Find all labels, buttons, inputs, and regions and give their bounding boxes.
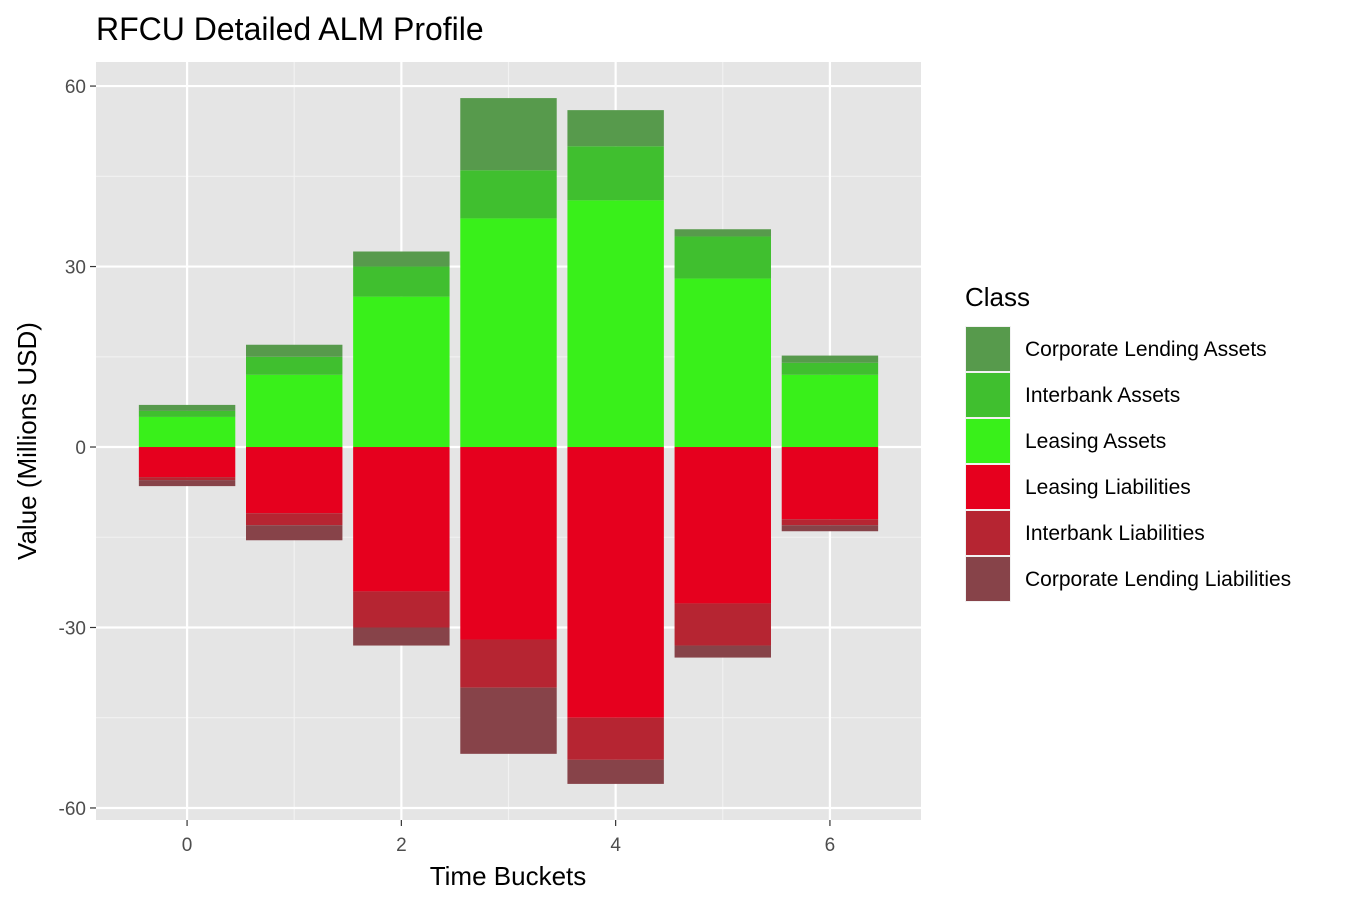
bar-interbank-assets-2 [353,266,450,297]
bar-leasing-assets-3 [460,218,557,448]
bar-corporate-lending-liabilities-0 [138,480,236,487]
bar-corporate-lending-liabilities-5 [674,645,771,658]
legend-label-interbank-assets: Interbank Assets [1025,384,1180,407]
y-tick-label: 60 [65,77,86,98]
bar-leasing-assets-0 [138,416,236,448]
bar-leasing-liabilities-6 [781,447,879,520]
legend-label-leasing-liabilities: Leasing Liabilities [1025,476,1191,499]
y-axis: -60 -30 0 30 60 [59,77,96,820]
bar-leasing-assets-1 [246,374,343,448]
bars [138,98,879,784]
bar-leasing-liabilities-4 [567,447,664,718]
bar-leasing-liabilities-3 [460,447,557,640]
bar-corporate-lending-assets-1 [246,344,343,357]
y-tick-label: -30 [59,618,86,639]
bar-leasing-liabilities-2 [353,447,450,592]
bar-corporate-lending-liabilities-3 [460,687,557,754]
legend-key-corporate-lending-liabilities [966,557,1010,601]
chart-title: RFCU Detailed ALM Profile [96,11,484,47]
bar-leasing-assets-5 [674,278,771,448]
legend-title: Class [965,282,1030,312]
legend-key-corporate-lending-assets [966,327,1010,371]
bar-corporate-lending-assets-2 [353,251,450,267]
bar-interbank-liabilities-3 [460,639,557,688]
y-tick-label: 0 [75,438,86,459]
legend: Class Corporate Lending Assets Interbank … [965,282,1291,602]
bar-corporate-lending-assets-3 [460,98,557,171]
bar-corporate-lending-liabilities-1 [246,525,343,541]
x-tick-label: 6 [825,835,836,856]
y-tick-label: 30 [65,258,86,279]
bar-leasing-assets-4 [567,200,664,448]
bar-leasing-liabilities-1 [246,447,343,514]
x-tick-label: 4 [610,835,621,856]
bar-corporate-lending-assets-5 [674,229,771,237]
bar-interbank-assets-0 [138,410,236,417]
bar-corporate-lending-assets-4 [567,110,664,147]
legend-key-interbank-assets [966,373,1010,417]
bar-interbank-liabilities-1 [246,513,343,526]
bar-corporate-lending-liabilities-2 [353,627,450,646]
legend-key-leasing-liabilities [966,465,1010,509]
bar-corporate-lending-assets-0 [138,404,236,411]
legend-label-corporate-lending-liabilities: Corporate Lending Liabilities [1025,568,1291,591]
x-axis-title: Time Buckets [430,861,587,891]
bar-leasing-assets-6 [781,374,879,448]
bar-corporate-lending-assets-6 [781,355,879,363]
bar-leasing-liabilities-0 [138,447,236,478]
bar-interbank-liabilities-4 [567,717,664,760]
bar-leasing-liabilities-5 [674,447,771,604]
bar-interbank-liabilities-6 [781,519,879,526]
bar-interbank-liabilities-2 [353,591,450,628]
bar-interbank-assets-3 [460,170,557,219]
legend-label-interbank-liabilities: Interbank Liabilities [1025,522,1205,545]
x-tick-label: 2 [396,835,407,856]
y-axis-title: Value (Millions USD) [12,322,42,560]
x-axis: 0 2 4 6 [182,820,835,856]
bar-corporate-lending-liabilities-6 [781,525,879,532]
bar-interbank-assets-4 [567,146,664,201]
legend-label-leasing-assets: Leasing Assets [1025,430,1166,453]
x-tick-label: 0 [182,835,193,856]
y-tick-label: -60 [59,799,86,820]
bar-corporate-lending-liabilities-4 [567,759,664,784]
bar-interbank-assets-1 [246,356,343,375]
legend-key-interbank-liabilities [966,511,1010,555]
legend-key-leasing-assets [966,419,1010,463]
bar-interbank-liabilities-0 [138,477,236,481]
bar-interbank-liabilities-5 [674,603,771,646]
bar-leasing-assets-2 [353,296,450,448]
bar-interbank-assets-5 [674,236,771,279]
bar-interbank-assets-6 [781,362,879,375]
legend-label-corporate-lending-assets: Corporate Lending Assets [1025,338,1267,361]
